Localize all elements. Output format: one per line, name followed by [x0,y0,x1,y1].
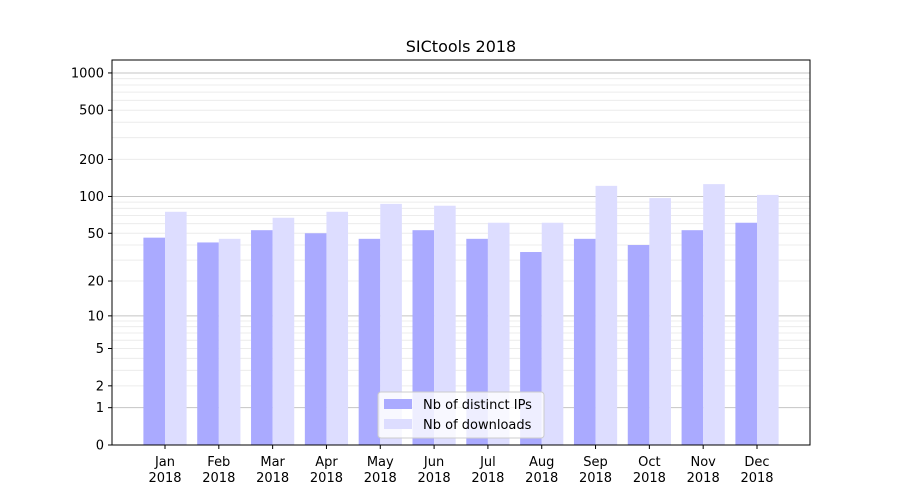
x-tick-label: Sep 2018 [579,455,612,486]
bar-downloads [703,184,725,445]
x-tick-label: Feb 2018 [202,455,235,486]
x-tick-label: Jun 2018 [418,455,451,486]
legend-label: Nb of downloads [423,418,532,433]
x-tick-label: Oct 2018 [633,455,666,486]
bar-downloads [649,198,671,445]
y-tick-label: 200 [79,153,104,168]
bar-downloads [218,238,241,445]
x-tick-label: Mar 2018 [256,455,289,486]
plot-frame [111,59,811,446]
y-tick-label: 1000 [71,66,104,81]
bar-ips [143,237,165,445]
y-tick-label: 10 [87,309,104,324]
bar-downloads [541,222,564,445]
bar-downloads [595,185,618,446]
bar-downloads [757,194,779,445]
bar-ips [304,233,327,445]
bar-downloads [326,211,349,445]
x-tick-label: Dec 2018 [740,455,773,486]
x-tick-label: May 2018 [364,455,397,486]
x-tick-label: Nov 2018 [687,455,720,486]
x-tick-label: Jan 2018 [148,455,181,486]
legend-box [377,391,545,439]
y-tick-label: 50 [87,227,104,242]
bar-ips [627,245,650,445]
x-tick-label: Apr 2018 [310,455,343,486]
y-tick-label: 2 [96,379,104,394]
bar-ips [197,242,219,445]
bar-ips [735,222,757,445]
x-tick-label: Jul 2018 [471,455,504,486]
legend-swatch [384,399,412,409]
bar-downloads [272,217,295,445]
y-tick-label: 1 [96,401,104,416]
bar-ips [573,238,596,445]
legend-label: Nb of distinct IPs [423,398,532,413]
chart-title: SICtools 2018 [406,37,516,56]
legend-swatch [384,419,412,429]
bar-ips [412,230,435,445]
x-tick-label: Aug 2018 [525,455,558,486]
y-tick-label: 500 [79,104,104,119]
bar-downloads [165,211,187,445]
bar-downloads [434,205,456,445]
y-tick-label: 0 [96,439,104,454]
bar-ips [358,238,381,445]
y-tick-label: 100 [79,190,104,205]
bar-ips [681,230,704,445]
y-tick-label: 5 [96,342,104,357]
bar-ips [251,230,273,445]
bar-downloads [380,203,402,445]
y-tick-label: 20 [87,275,104,290]
bar-downloads [487,222,510,445]
